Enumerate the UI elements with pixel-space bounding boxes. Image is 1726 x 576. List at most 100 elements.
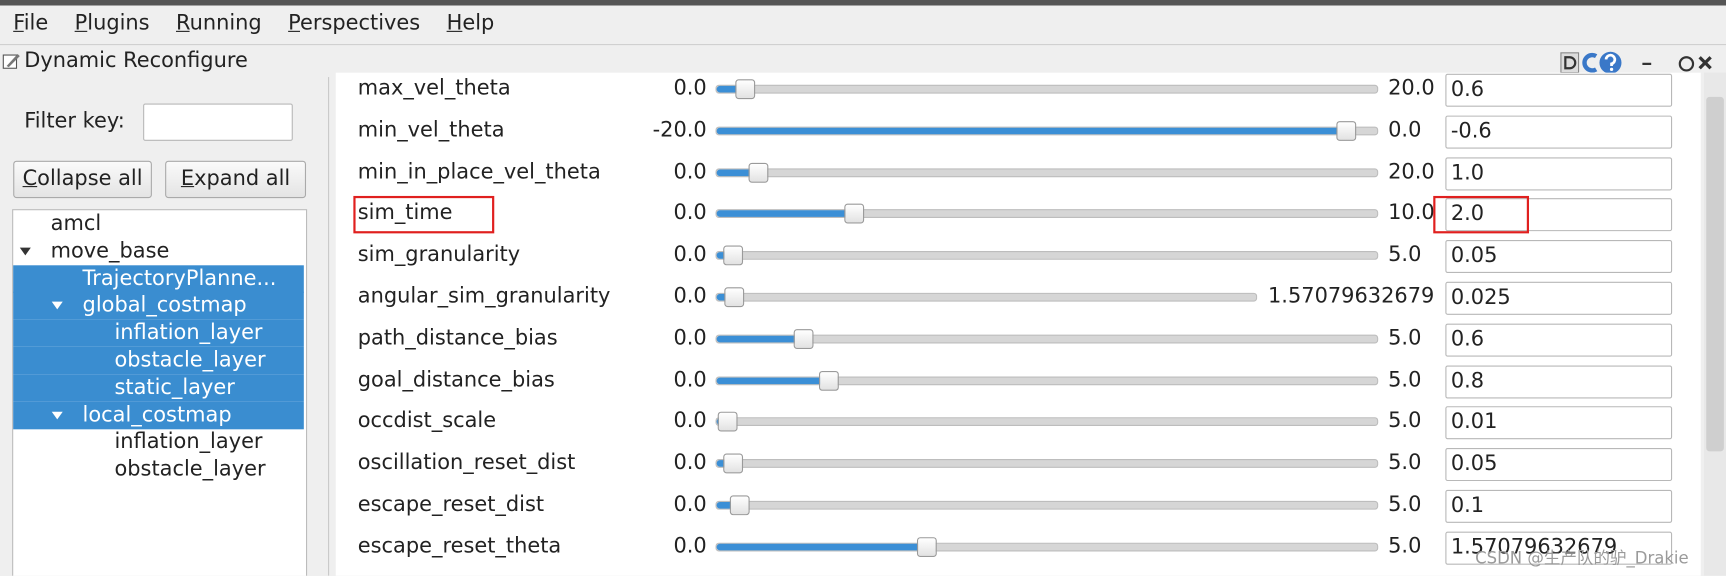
slider-fill [716,335,805,343]
value-field[interactable]: 0.05 [1445,240,1673,274]
panel-icon [2,53,20,69]
menu-bar: File Plugins Running Perspectives Help [13,9,521,38]
tree-label[interactable]: obstacle_layer [114,457,266,482]
slider-track[interactable] [715,417,1379,427]
param-min: 0.0 [673,75,707,101]
slider-handle[interactable] [748,162,769,183]
value-field[interactable]: 0.025 [1445,281,1673,315]
tree-label[interactable]: move_base [50,238,170,263]
slider-track[interactable] [715,167,1379,177]
tree-label[interactable]: TrajectoryPlanne... [82,265,277,291]
tree-label[interactable]: inflation_layer [114,429,263,454]
slider-handle[interactable] [735,79,756,100]
value-field[interactable]: 1.57079632679 [1445,531,1673,565]
scrollbar-thumb[interactable] [1706,96,1724,452]
tree-label[interactable]: amcl [50,211,102,236]
slider-track[interactable] [715,251,1379,260]
value-field[interactable]: 0.8 [1445,365,1673,399]
param-max: 5.0 [1388,492,1422,517]
value-text[interactable]: -0.6 [1450,118,1492,143]
tree-row[interactable]: obstacle_layer [13,456,304,484]
slider-handle[interactable] [917,536,938,557]
value-field[interactable]: 1.0 [1445,156,1673,190]
value-text[interactable]: 0.6 [1450,326,1485,351]
param-name: sim_granularity [357,242,521,267]
value-field[interactable]: 0.1 [1445,489,1673,523]
tree-row[interactable]: static_layer [13,374,304,402]
tree-label[interactable]: inflation_layer [114,320,263,345]
tree-label[interactable]: local_costmap [82,402,232,427]
value-field[interactable]: 0.6 [1445,323,1673,357]
slider-handle[interactable] [1335,120,1356,141]
menu-item[interactable]: Plugins [74,11,150,36]
panel-controls [1560,51,1712,74]
value-text[interactable]: 0.6 [1450,77,1485,102]
tree-label[interactable]: obstacle_layer [114,347,266,373]
param-min: 0.0 [673,242,707,267]
param-name: max_vel_theta [357,75,511,101]
tree-label[interactable]: static_layer [114,375,235,400]
tree-label[interactable]: global_costmap [82,293,247,318]
menu-item[interactable]: Help [446,11,495,36]
tree-row[interactable]: inflation_layer [13,429,304,457]
slider-handle[interactable] [723,453,743,474]
tree-row[interactable]: TrajectoryPlanne... [13,264,304,293]
menu-item[interactable]: Perspectives [288,11,421,36]
value-text[interactable]: 0.1 [1450,493,1485,518]
tree-row[interactable]: amcl [13,210,304,238]
menu-item[interactable]: File [13,11,49,36]
slider-handle[interactable] [724,287,745,308]
highlight-box [1433,196,1530,234]
filter-input[interactable] [143,103,293,141]
tree-row[interactable]: local_costmap [13,401,304,429]
value-text[interactable]: 0.05 [1450,451,1498,476]
param-name: min_vel_theta [357,117,505,142]
param-max: 20.0 [1388,159,1435,184]
slider-track[interactable] [715,500,1379,510]
param-min: 0.0 [673,284,707,309]
slider-handle[interactable] [793,328,814,349]
expand-button[interactable]: Expand all [165,160,307,199]
tree-row[interactable]: global_costmap [13,292,304,320]
value-field[interactable]: 0.05 [1445,448,1673,482]
slider-track[interactable] [715,334,1379,344]
slider-fill [716,169,760,176]
value-text[interactable]: 0.05 [1450,243,1498,268]
slider-track[interactable] [715,209,1379,219]
value-text[interactable]: 0.8 [1450,368,1485,393]
expand-arrow[interactable] [51,411,63,419]
slider-handle[interactable] [844,204,865,224]
param-max: 20.0 [1388,75,1435,101]
expand-arrow[interactable] [51,302,63,310]
value-text[interactable]: 1.0 [1450,160,1485,185]
param-name: angular_sim_granularity [357,284,611,309]
collapse-button[interactable]: Collapse all [13,160,152,199]
param-max: 0.0 [1388,117,1422,142]
value-field[interactable]: 2.0 [1445,198,1673,232]
value-text[interactable]: 0.025 [1450,285,1511,310]
slider-track[interactable] [715,376,1379,385]
value-field[interactable]: 0.01 [1445,406,1673,440]
slider-handle[interactable] [818,370,839,391]
slider-handle[interactable] [723,245,743,266]
value-text[interactable]: 1.57079632679 [1450,534,1618,559]
slider-handle[interactable] [729,495,750,516]
tree-row[interactable]: move_base [13,238,304,266]
value-text[interactable]: 2.0 [1450,201,1485,227]
watermark: CSDN @生产队的驴_Drakie [1475,548,1689,569]
param-min: 0.0 [673,450,707,475]
tree-row[interactable]: obstacle_layer [13,346,304,375]
value-text[interactable]: 0.01 [1450,409,1498,435]
slider-track[interactable] [715,459,1379,469]
expand-arrow[interactable] [19,247,31,256]
slider-track[interactable] [715,542,1379,552]
tree-row[interactable]: inflation_layer [13,319,304,347]
value-field[interactable]: -0.6 [1445,115,1673,149]
param-min: 0.0 [673,408,707,434]
slider-handle[interactable] [717,412,738,432]
slider-track[interactable] [715,292,1258,302]
slider-track[interactable] [715,84,1379,94]
menu-item[interactable]: Running [175,11,262,36]
value-field[interactable]: 0.6 [1445,73,1673,107]
